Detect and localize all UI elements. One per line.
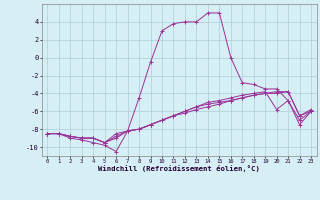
X-axis label: Windchill (Refroidissement éolien,°C): Windchill (Refroidissement éolien,°C) bbox=[98, 165, 260, 172]
